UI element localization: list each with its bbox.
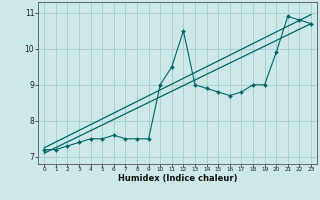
X-axis label: Humidex (Indice chaleur): Humidex (Indice chaleur) [118, 174, 237, 183]
